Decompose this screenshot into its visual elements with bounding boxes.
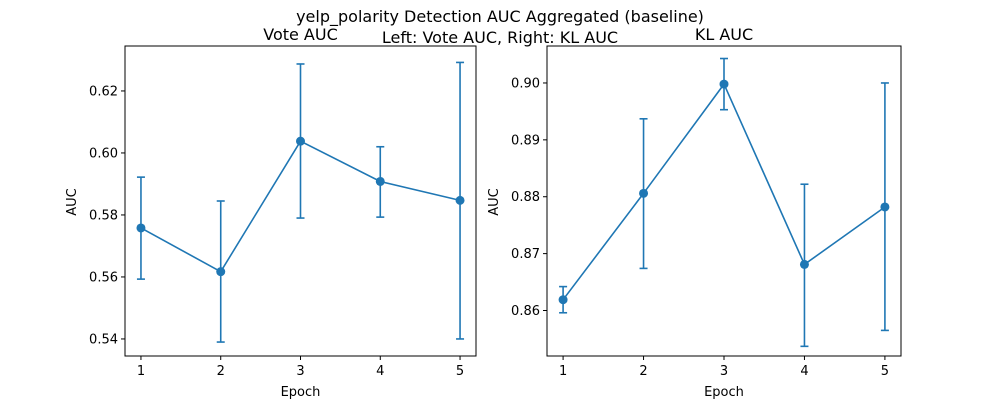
vote-auc-ytick-label: 0.60 (89, 146, 118, 161)
vote-auc-xtick-label: 4 (376, 364, 384, 379)
vote-auc-data-point (375, 176, 385, 186)
kl-auc-ytick-label: 0.87 (511, 247, 540, 262)
kl-auc-data-point (558, 295, 568, 305)
kl-auc-ytick-label: 0.86 (511, 304, 540, 319)
kl-auc-xlabel: Epoch (704, 385, 744, 400)
kl-auc-data-point (799, 259, 809, 269)
kl-auc-data-point (639, 188, 649, 198)
kl-auc-xtick-label: 2 (639, 364, 647, 379)
kl-auc-ylabel: AUC (487, 188, 502, 216)
vote-auc-xtick-label: 3 (296, 364, 304, 379)
vote-auc-xtick-label: 1 (137, 364, 145, 379)
kl-auc-panel: KL AUC Epoch AUC 1 2 3 4 5 0.86 0.87 0.88 0.89 0.… (487, 25, 902, 400)
figure-title-line1: yelp_polarity Detection AUC Aggregated (… (296, 7, 704, 27)
kl-auc-xtick-label: 5 (881, 364, 889, 379)
vote-auc-ylabel: AUC (65, 188, 80, 216)
vote-auc-ytick-label: 0.54 (89, 332, 118, 347)
vote-auc-panel: Vote AUC Epoch AUC 1 2 3 4 5 0.54 0.56 0.58 0.60… (65, 25, 477, 400)
vote-auc-ytick-label: 0.56 (89, 270, 118, 285)
kl-auc-xtick-label: 4 (800, 364, 808, 379)
kl-auc-xtick-label: 3 (720, 364, 728, 379)
kl-auc-ytick-label: 0.88 (511, 190, 540, 205)
vote-auc-data-point (455, 195, 465, 205)
kl-auc-data-point (880, 202, 890, 212)
kl-auc-ytick-label: 0.90 (511, 76, 540, 91)
vote-auc-xtick-label: 5 (456, 364, 464, 379)
kl-auc-data-point (719, 79, 729, 89)
vote-auc-ytick-label: 0.62 (89, 84, 118, 99)
vote-auc-ytick-label: 0.58 (89, 208, 118, 223)
kl-auc-series-line (562, 82, 886, 301)
vote-auc-data-point (216, 267, 226, 277)
kl-auc-xtick-label: 1 (559, 364, 567, 379)
kl-auc-ytick-label: 0.89 (511, 133, 540, 148)
vote-auc-xlabel: Epoch (281, 385, 321, 400)
kl-auc-title: KL AUC (695, 25, 753, 44)
vote-auc-data-point (296, 136, 305, 146)
figure-title-line2: Left: Vote AUC, Right: KL AUC (382, 28, 618, 47)
vote-auc-xtick-label: 2 (217, 364, 225, 379)
vote-auc-data-point (136, 223, 146, 233)
vote-auc-title: Vote AUC (263, 25, 338, 44)
